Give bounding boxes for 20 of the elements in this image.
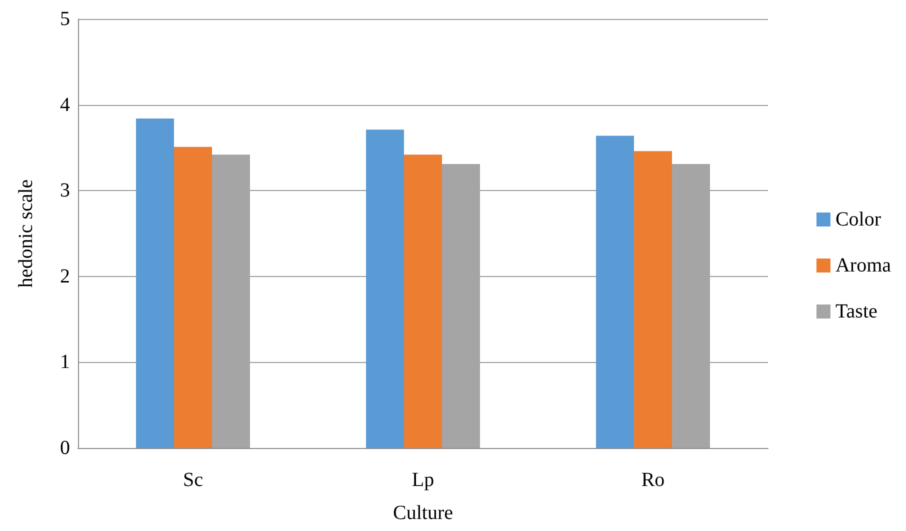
y-tick-label: 0 bbox=[60, 437, 70, 459]
bar bbox=[596, 136, 634, 448]
y-tick-label: 5 bbox=[60, 8, 70, 30]
y-tick-label: 1 bbox=[60, 351, 70, 374]
x-tick-label: Sc bbox=[183, 469, 204, 491]
bar bbox=[136, 118, 174, 448]
legend-label: Aroma bbox=[835, 254, 892, 276]
legend-label: Taste bbox=[835, 300, 878, 322]
bar bbox=[174, 146, 212, 448]
bar bbox=[634, 151, 672, 448]
legend-label: Color bbox=[835, 208, 882, 230]
y-axis-title: hedonic scale bbox=[15, 179, 37, 288]
bar bbox=[366, 130, 404, 448]
x-tick-label: Lp bbox=[412, 469, 434, 491]
x-axis-title: Culture bbox=[393, 502, 454, 524]
bar bbox=[404, 154, 442, 448]
y-tick-label: 3 bbox=[60, 180, 70, 202]
y-tick-label: 4 bbox=[60, 94, 70, 116]
x-tick-label: Ro bbox=[641, 469, 665, 491]
y-tick-label: 2 bbox=[60, 265, 70, 288]
